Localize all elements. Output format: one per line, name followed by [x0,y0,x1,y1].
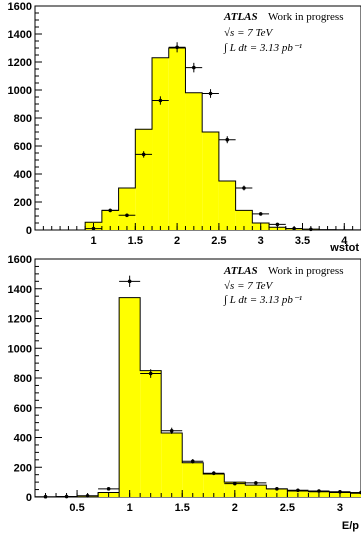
y-tick-label: 400 [14,433,32,445]
atlas-label-eoverp: ATLAS [223,265,258,277]
x-tick-label: 1 [127,502,133,514]
histogram-bar [203,473,225,497]
lumi-label-wstot: ∫ L dt = 3.13 pb⁻¹ [223,42,302,54]
histogram-bar [182,462,204,497]
data-point [192,65,196,70]
data-point [296,488,300,493]
data-point [275,222,280,227]
histogram-bar [152,57,169,230]
x-axis-label-eoverp: E/p [342,520,359,532]
status-label-eoverp: Work in progress [268,265,344,277]
legend-annotation-wstot: ATLAS Work in progress √s = 7 TeV ∫ L dt… [223,11,344,54]
y-axis-wstot: 0 200 400 600 800 1000 1200 1400 1600 [8,1,42,237]
histogram-bar [135,129,153,230]
y-tick-label: 600 [14,403,32,415]
histogram-bar [245,485,267,497]
data-point [208,91,213,96]
plot-wstot: 0 200 400 600 800 1000 1200 1400 1600 1 1.5 2 2.5 3 3… [8,1,361,254]
y-tick-label: 1600 [8,1,32,13]
data-point [108,208,113,213]
histogram-bar [140,370,162,497]
x-tick-label: 2 [232,502,238,514]
x-axis-eoverp: 0.5 1 1.5 2 2.5 3 [34,490,351,514]
energy-label-wstot: √s = 7 TeV [224,27,273,39]
histogram-outline [35,297,361,498]
histogram-bar [185,92,203,230]
data-point [158,98,163,103]
x-tick-label: 1.5 [128,235,143,247]
data-point [106,487,111,491]
x-tick-label: 2 [174,235,180,247]
y-tick-label: 1000 [8,85,32,97]
x-tick-label: 1.5 [175,502,190,514]
x-tick-label: 2.5 [280,502,295,514]
histogram-bar [224,482,246,497]
x-axis-label-wstot: wstot [329,242,359,254]
lumi-label-eoverp: ∫ L dt = 3.13 pb⁻¹ [223,294,302,306]
y-tick-label: 1200 [8,314,32,326]
x-tick-label: 1 [90,235,96,247]
y-axis-eoverp: 0 200 400 600 800 1000 1200 1400 1600 [8,254,42,504]
data-point [317,489,321,493]
data-point [225,137,230,142]
histogram-bar [118,188,136,230]
x-tick-label: 4 [341,235,348,247]
x-tick-label: 3.5 [295,235,310,247]
data-point [141,152,146,157]
y-tick-label: 400 [14,169,32,181]
data-points-wstot [85,42,320,232]
data-point [258,212,263,216]
y-tick-label: 600 [14,141,32,153]
data-point [275,487,279,491]
data-point [169,429,174,433]
y-tick-label: 1400 [8,284,32,296]
y-tick-label: 1600 [8,254,32,266]
status-label-wstot: Work in progress [268,11,344,23]
data-point [211,471,216,476]
histogram-bar [101,210,119,230]
x-tick-label: 3 [258,235,264,247]
histogram-bar [266,488,288,497]
energy-label-eoverp: √s = 7 TeV [224,280,273,292]
y-tick-label: 200 [14,197,32,209]
x-axis-wstot: 1 1.5 2 2.5 3 3.5 4 [34,223,354,247]
x-tick-label: 3 [337,502,343,514]
histogram-bar [218,181,236,230]
data-point [175,45,179,50]
histogram-bar [168,48,186,230]
y-tick-label: 800 [14,113,32,125]
x-tick-label: 0.5 [69,502,84,514]
y-tick-label: 0 [26,225,32,237]
histogram-bar [350,493,361,497]
y-tick-label: 200 [14,462,32,474]
data-point [233,481,237,486]
y-tick-label: 1000 [8,343,32,355]
x-tick-label: 2.5 [211,235,226,247]
y-tick-label: 1200 [8,57,32,69]
data-point [242,186,246,190]
data-point [190,459,195,464]
frame-eoverp [34,258,361,498]
histogram-bar [119,297,141,497]
y-tick-label: 1400 [8,29,32,41]
data-point [125,213,129,218]
data-point [127,279,132,284]
histogram-bar [235,210,253,230]
y-tick-label: 0 [26,492,32,504]
data-point [148,371,153,376]
histogram-bar [202,132,219,230]
histogram-bar [161,433,183,497]
legend-annotation-eoverp: ATLAS Work in progress √s = 7 TeV ∫ L dt… [223,265,344,306]
atlas-label-wstot: ATLAS [223,11,258,23]
plot-eoverp: 0 200 400 600 800 1000 1200 1400 1600 0.5 1 1.5 2 2.… [8,254,361,532]
data-point [254,481,258,485]
y-tick-label: 800 [14,373,32,385]
